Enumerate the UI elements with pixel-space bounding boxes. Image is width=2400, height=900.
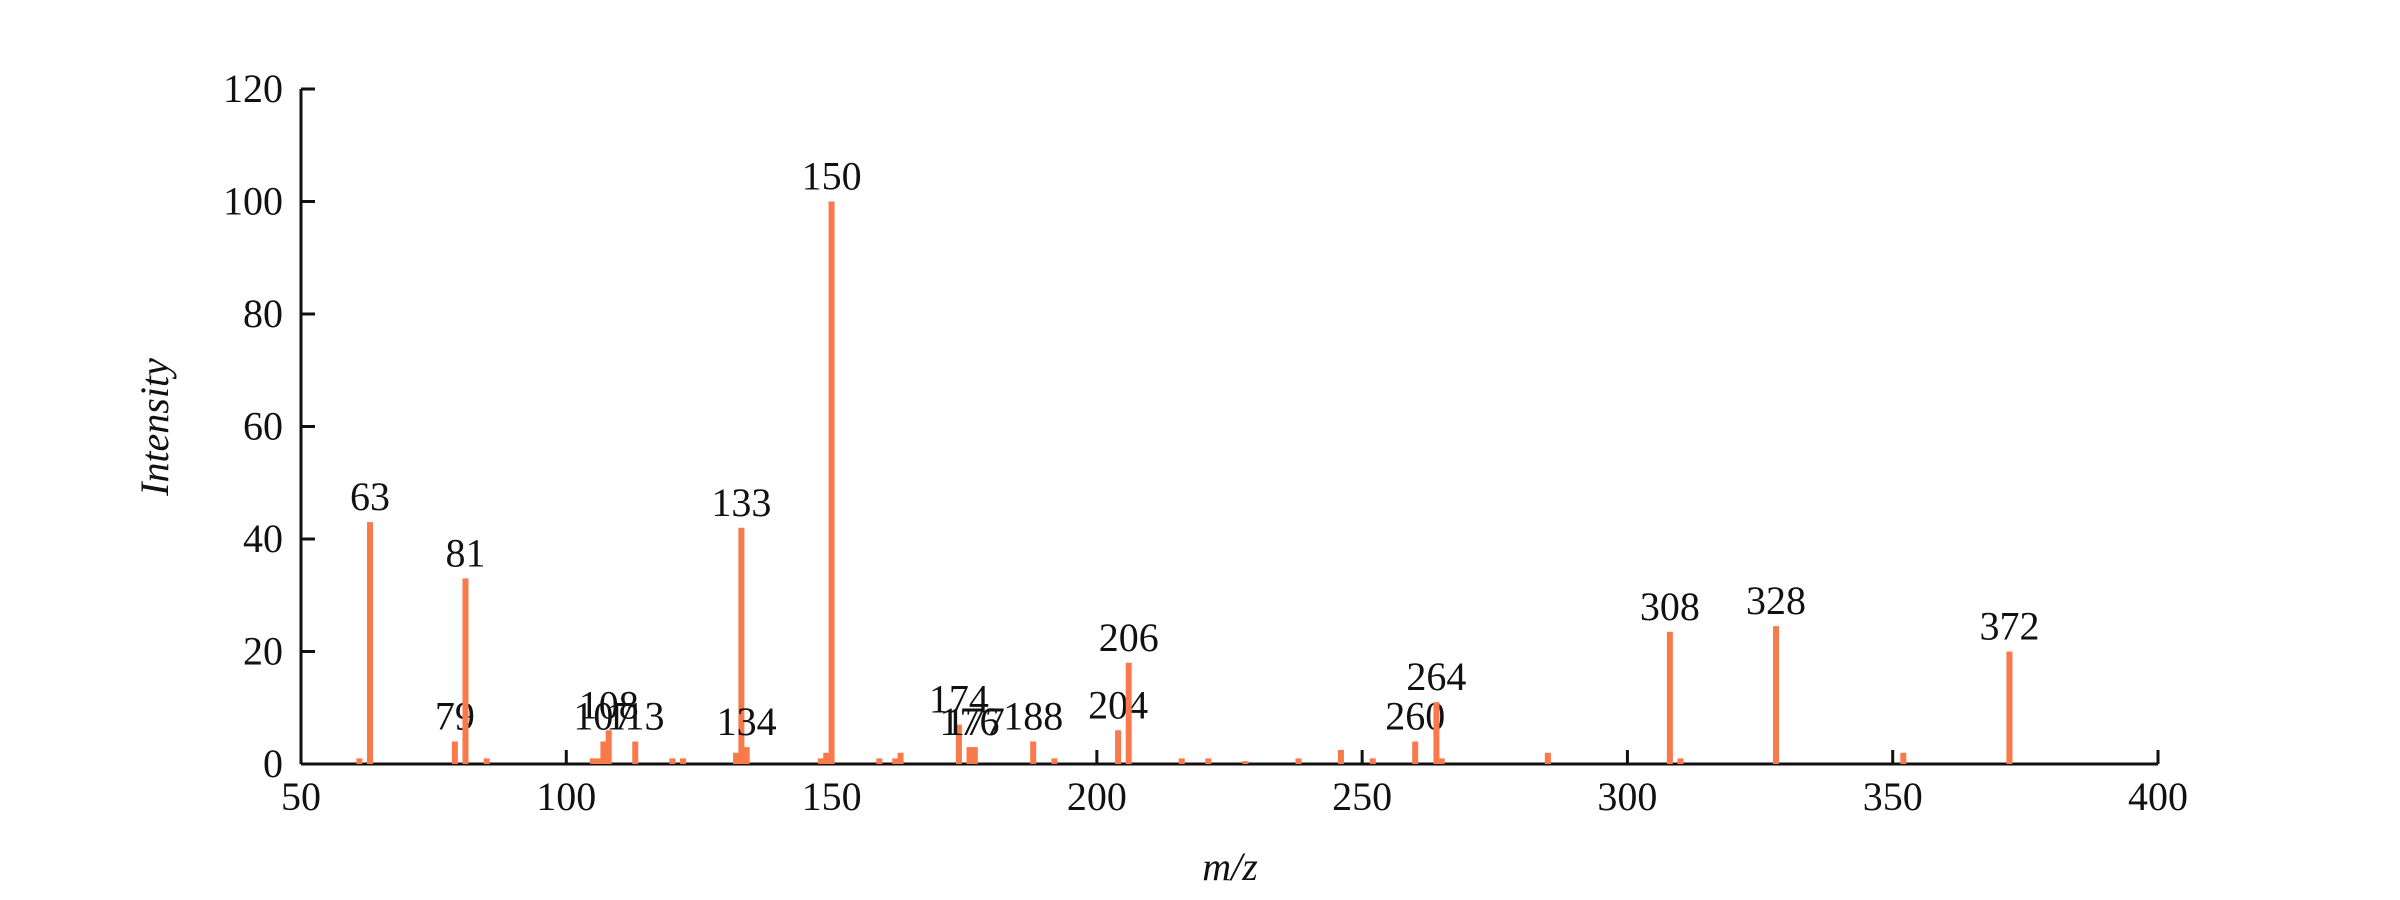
peak-label: 204 — [1088, 682, 1148, 727]
bar — [1544, 752, 1551, 764]
bar — [1178, 758, 1185, 764]
x-tick-label: 200 — [1067, 774, 1127, 819]
bar — [451, 741, 458, 764]
peak-label: 206 — [1099, 615, 1159, 660]
peak-label: 177 — [945, 699, 1005, 744]
bar — [1900, 752, 1907, 764]
peak-label: 264 — [1406, 654, 1466, 699]
peak-label: 176 — [940, 699, 1000, 744]
bar — [876, 758, 883, 764]
peak-label: 150 — [802, 154, 862, 199]
bar — [1205, 758, 1212, 764]
bar — [1438, 758, 1445, 764]
bar — [483, 758, 490, 764]
peak-label: 372 — [1979, 604, 2039, 649]
y-axis-label: Intensity — [132, 358, 177, 497]
bar — [823, 752, 830, 764]
x-tick-label: 150 — [802, 774, 862, 819]
bar — [1433, 702, 1440, 764]
bar — [1295, 758, 1302, 764]
peak-label: 107 — [573, 694, 633, 739]
bar — [1030, 741, 1037, 764]
bar — [966, 747, 973, 764]
peak-label: 308 — [1640, 584, 1700, 629]
bar — [2006, 651, 2013, 764]
bar — [632, 741, 639, 764]
y-tick-label: 80 — [243, 291, 283, 336]
bar — [1051, 758, 1058, 764]
bar — [1772, 626, 1779, 764]
peak-label: 81 — [445, 530, 485, 575]
bar — [1125, 662, 1132, 764]
y-tick-label: 60 — [243, 404, 283, 449]
bar — [817, 758, 824, 764]
bar — [589, 758, 596, 764]
x-tick-label: 400 — [2128, 774, 2188, 819]
bar — [1677, 758, 1684, 764]
x-axis-label: m/z — [1202, 844, 1258, 889]
peak-label: 113 — [606, 694, 665, 739]
peak-label: 79 — [435, 694, 475, 739]
x-tick-label: 350 — [1863, 774, 1923, 819]
bar — [955, 724, 962, 764]
bar — [738, 527, 745, 764]
bar — [1115, 730, 1122, 764]
x-tick-label: 300 — [1597, 774, 1657, 819]
peak-label: 328 — [1746, 578, 1806, 623]
peak-label: 108 — [579, 682, 639, 727]
peak-label: 134 — [717, 699, 777, 744]
bar — [1337, 749, 1344, 764]
peak-label: 174 — [929, 677, 989, 722]
bar — [1242, 761, 1249, 764]
x-tick-label: 50 — [281, 774, 321, 819]
bar — [892, 758, 899, 764]
x-tick-label: 250 — [1332, 774, 1392, 819]
bar — [605, 730, 612, 764]
peak-label: 133 — [711, 480, 771, 525]
peak-label: 188 — [1003, 694, 1063, 739]
bar — [1369, 758, 1376, 764]
bar — [1412, 741, 1419, 764]
bar — [897, 752, 904, 764]
bar — [356, 758, 363, 764]
bar — [595, 758, 602, 764]
bar — [733, 752, 740, 764]
y-tick-label: 40 — [243, 516, 283, 561]
bar — [828, 201, 835, 764]
bar — [971, 747, 978, 764]
bar — [680, 758, 687, 764]
bar — [366, 522, 373, 764]
y-tick-label: 20 — [243, 629, 283, 674]
x-tick-label: 100 — [536, 774, 596, 819]
bar — [669, 758, 676, 764]
y-tick-label: 0 — [263, 741, 283, 786]
bar — [462, 578, 469, 764]
peak-label: 63 — [350, 474, 390, 519]
y-tick-label: 120 — [223, 66, 283, 111]
bar — [600, 741, 607, 764]
bar — [743, 747, 750, 764]
bar — [1666, 631, 1673, 764]
y-tick-label: 100 — [223, 179, 283, 224]
